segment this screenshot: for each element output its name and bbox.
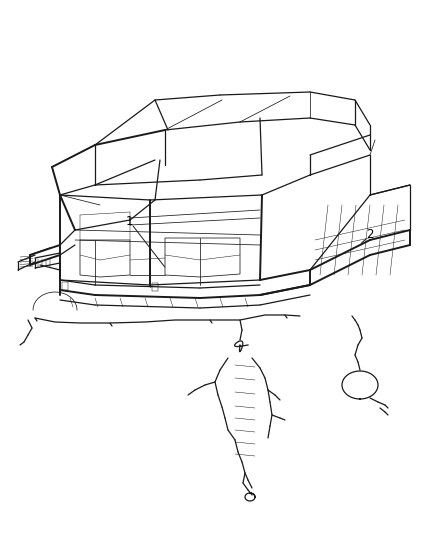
Text: 1: 1	[125, 215, 133, 228]
Text: 2: 2	[366, 228, 374, 241]
